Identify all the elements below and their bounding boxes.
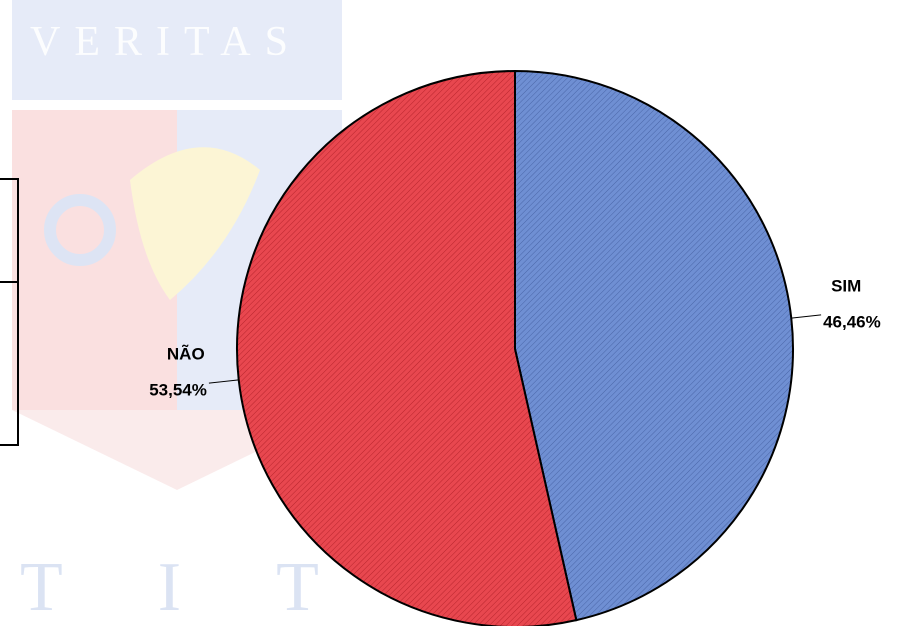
pie-slice <box>514 69 794 622</box>
slice-label: SIM <box>831 276 861 295</box>
side-box <box>0 178 19 446</box>
pie <box>236 69 794 626</box>
slice-value-label: 53,54% <box>149 381 207 400</box>
watermark-text: VERITAS <box>30 19 302 65</box>
leader-line <box>208 379 239 384</box>
pie-slice <box>236 69 578 626</box>
slice-label: NÃO <box>167 344 205 364</box>
slice-value-label: 46,46% <box>823 312 881 331</box>
leader-line <box>791 314 822 319</box>
